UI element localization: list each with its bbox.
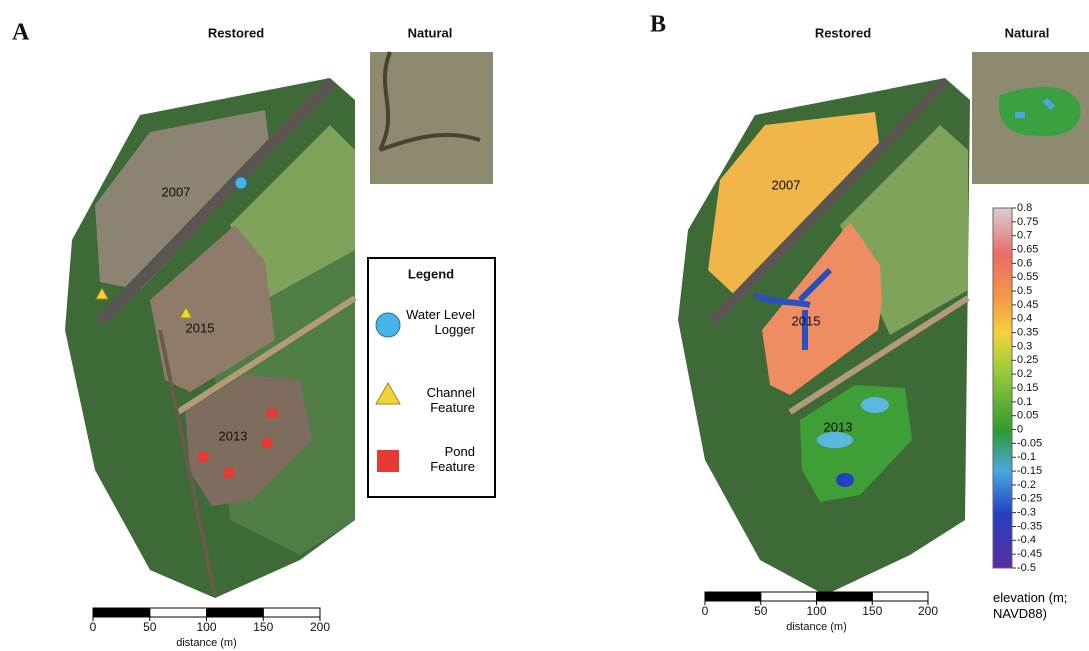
colorbar-tick-label: -0.4 [1017,534,1036,546]
panel-title: Restored [208,25,264,40]
scale-segment [705,592,761,601]
legend-item: Channel Feature [405,385,475,415]
scale-segment [761,592,817,601]
panel-title: Restored [815,25,871,40]
colorbar-tick-label: -0.45 [1017,548,1042,560]
colorbar-tick-label: -0.1 [1017,451,1036,463]
scale-tick-label: 100 [196,620,216,634]
scale-label: distance (m) [176,637,237,649]
scale-tick-label: 50 [143,620,157,634]
scale-tick-label: 200 [310,620,330,634]
colorbar-tick-label: 0.35 [1017,327,1038,339]
colorbar-tick-label: 0.45 [1017,299,1038,311]
colorbar-tick-label: 0.25 [1017,354,1038,366]
scale-tick-label: 100 [806,604,826,618]
colorbar-tick-label: 0.1 [1017,396,1032,408]
legend-item: Water Level Logger [405,307,475,337]
panel-label: B [650,12,666,38]
scale-tick-label: 0 [702,604,709,618]
colorbar-tick-label: 0.6 [1017,257,1032,269]
site-label: 2013 [219,428,248,443]
panel-title: Natural [1005,25,1050,40]
colorbar-label: elevation (m; NAVD88) [993,590,1089,622]
map-figure: A Restored Natural 2007 2015 2013 Legend… [0,0,1089,651]
scale-tick-label: 150 [862,604,882,618]
colorbar-tick-label: 0.3 [1017,340,1032,352]
site-label: 2015 [792,313,821,328]
colorbar-tick-label: 0 [1017,423,1023,435]
scale-label: distance (m) [786,621,847,633]
legend-title: Legend [408,266,454,281]
scale-segment [817,592,873,601]
colorbar-tick-label: 0.4 [1017,313,1032,325]
scale-segment [263,608,320,617]
scale-segment [872,592,928,601]
scale-tick-label: 150 [253,620,273,634]
colorbar-tick-label: 0.05 [1017,410,1038,422]
site-label: 2007 [772,177,801,192]
colorbar-tick-label: 0.75 [1017,216,1038,228]
site-label: 2015 [186,320,215,335]
site-label: 2013 [824,419,853,434]
site-label: 2007 [162,184,191,199]
panel-title: Natural [408,25,453,40]
colorbar-tick-label: 0.5 [1017,285,1032,297]
colorbar-tick-label: 0.8 [1017,202,1032,214]
scale-tick-label: 50 [754,604,768,618]
colorbar-tick-label: 0.2 [1017,368,1032,380]
scale-segment [93,608,150,617]
scale-tick-label: 200 [918,604,938,618]
colorbar-tick-label: 0.15 [1017,382,1038,394]
colorbar-tick-label: -0.3 [1017,507,1036,519]
colorbar-tick-label: -0.05 [1017,437,1042,449]
colorbar-tick-label: -0.2 [1017,479,1036,491]
colorbar-tick-label: -0.5 [1017,562,1036,574]
colorbar-tick-label: 0.55 [1017,271,1038,283]
colorbar-tick-label: 0.65 [1017,243,1038,255]
colorbar-tick-label: 0.7 [1017,230,1032,242]
scale-segment [207,608,264,617]
panel-label: A [12,20,30,46]
scale-segment [150,608,207,617]
scale-tick-label: 0 [90,620,97,634]
figure: A Restored Natural 2007 2015 2013 Legend… [0,0,1089,651]
colorbar-tick-label: -0.25 [1017,493,1042,505]
legend-item: Pond Feature [405,444,475,474]
colorbar-tick-label: -0.35 [1017,520,1042,532]
colorbar-tick-label: -0.15 [1017,465,1042,477]
